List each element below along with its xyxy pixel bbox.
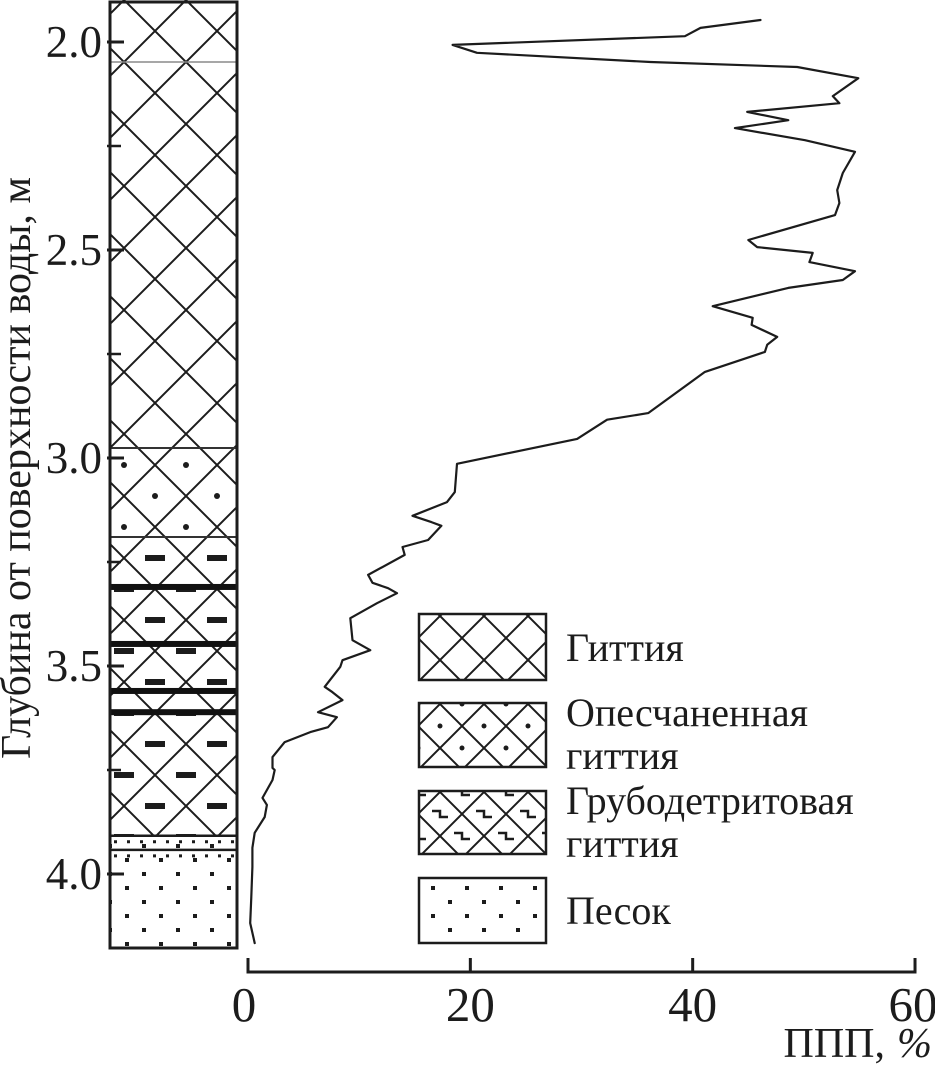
legend-label-sandy-gyttja-line1: Опесчаненная <box>566 690 808 735</box>
lithology-column-border <box>108 0 239 950</box>
legend-swatch-sand <box>417 876 548 945</box>
loi-curve <box>249 18 860 945</box>
legend-label-sandy-gyttja-line2: гиттия <box>566 733 679 778</box>
x-tick-label: 20 <box>446 977 495 1032</box>
y-tick-label: 3.0 <box>46 433 102 483</box>
dark-band <box>110 709 237 716</box>
x-axis: 0 20 40 60 ППП,% <box>232 958 935 1067</box>
depth-axis-ticks: 2.0 2.5 3.0 3.5 4.0 <box>46 17 124 899</box>
litho-unit-cross-dash <box>110 537 237 690</box>
y-tick-label: 4.0 <box>46 849 102 899</box>
legend: Гиттия Опесчаненная гиттия Грубодетритов… <box>417 612 854 945</box>
legend-swatch-coarse-detritus-gyttja <box>417 789 548 856</box>
legend-swatch-gyttja <box>417 612 548 682</box>
y-tick-label: 2.5 <box>46 225 102 275</box>
y-tick-label: 2.0 <box>46 17 102 67</box>
legend-swatch-sandy-gyttja <box>417 701 548 769</box>
y-tick-label: 3.5 <box>46 641 102 691</box>
dark-band <box>110 687 237 694</box>
litho-unit-cross <box>110 61 237 449</box>
legend-label-coarse-detritus-line1: Грубодетритовая <box>566 778 854 823</box>
litho-unit-sand <box>110 835 237 949</box>
legend-label-sand: Песок <box>566 888 671 933</box>
lithology-column <box>110 0 237 949</box>
x-tick-label: 0 <box>232 977 257 1032</box>
litho-unit-cross-dash <box>110 710 237 836</box>
litho-unit-cross-dots <box>110 448 237 538</box>
dark-band <box>110 640 237 647</box>
x-tick-label: 40 <box>668 977 717 1032</box>
legend-label-gyttja: Гиттия <box>566 625 684 670</box>
dark-band <box>110 583 237 590</box>
legend-label-coarse-detritus-line2: гиттия <box>566 821 679 866</box>
y-axis-title: Глубина от поверхности воды, м <box>0 177 40 759</box>
x-axis-ticks: 0 20 40 60 <box>232 958 935 1032</box>
litho-unit-cross <box>110 689 237 711</box>
litho-unit-cross <box>110 0 237 62</box>
x-tick-label: 60 <box>889 977 935 1032</box>
x-axis-title: ППП,% <box>784 1021 933 1067</box>
